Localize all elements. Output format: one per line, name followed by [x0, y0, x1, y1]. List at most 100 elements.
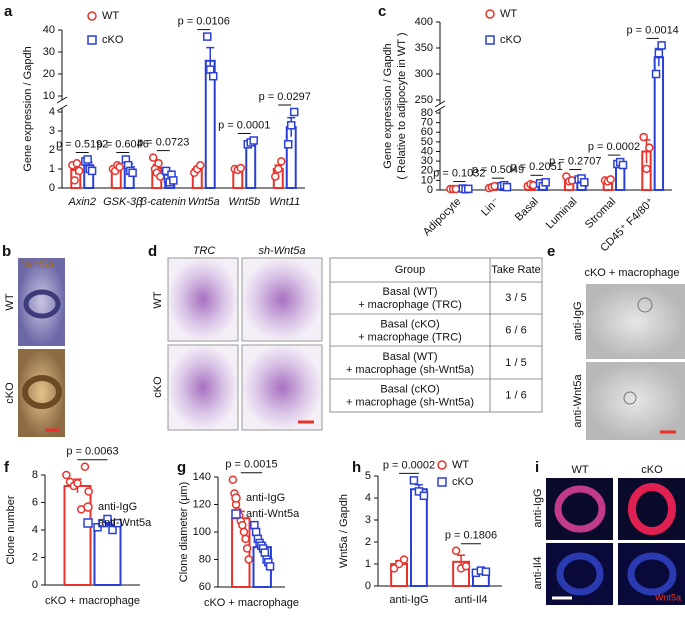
data-point — [645, 143, 654, 152]
y-axis-label: ( Relative to adipocyte in WT ) — [396, 32, 408, 179]
data-point — [249, 136, 258, 145]
y-tick-label: 300 — [415, 68, 433, 80]
x-axis-label: cKO + macrophage — [45, 595, 140, 607]
y-tick-label: 350 — [415, 42, 433, 54]
data-point — [251, 527, 261, 537]
data-point — [461, 561, 471, 571]
legend-label: WT — [102, 10, 119, 22]
data-point — [618, 160, 628, 170]
bar — [63, 485, 92, 586]
p-value: p = 0.2051 — [511, 161, 563, 173]
y-tick-label: 100 — [193, 526, 211, 538]
p-value: p = 0.0002 — [383, 459, 435, 471]
data-point — [128, 168, 137, 178]
legend-label: anti-Wnt5a — [98, 517, 152, 529]
y-axis-label: Gene expression / Gapdh — [22, 46, 34, 171]
y-tick-label: 8 — [32, 469, 38, 481]
axis-break — [56, 96, 68, 104]
p-value: p = 0.0015 — [225, 459, 277, 471]
data-point — [541, 178, 550, 187]
data-point — [451, 184, 461, 194]
data-point — [464, 184, 473, 194]
data-point — [113, 518, 122, 528]
table-cell: + macrophage (sh-Wnt5a) — [346, 396, 474, 408]
table-cell: Basal (cKO) — [380, 383, 439, 395]
legend-label: WT — [500, 8, 517, 20]
legend-label: WT — [452, 459, 469, 471]
stain-label: Wnt5a — [655, 592, 681, 602]
panel-letter: h — [352, 459, 361, 476]
data-point — [289, 107, 299, 117]
data-point — [639, 132, 648, 142]
panel-letter: d — [148, 243, 157, 260]
row-label: anti-IgG — [532, 488, 544, 527]
y-tick-label: 250 — [415, 94, 433, 106]
row-label: anti-Wnt5a — [572, 374, 584, 428]
data-point — [239, 527, 249, 537]
y-axis-label: Clone diameter (μm) — [178, 482, 190, 582]
y-tick-label: 1 — [49, 163, 55, 175]
axis-break — [56, 104, 68, 112]
row-label: cKO — [152, 376, 164, 398]
legend-marker — [437, 477, 447, 487]
y-axis-label: Wnt5a / Gapdh — [338, 494, 350, 568]
y-tick-label: 20 — [421, 165, 433, 177]
row-label: cKO — [4, 382, 16, 404]
panel-letter: g — [177, 459, 186, 476]
p-value: p = 0.2707 — [549, 155, 601, 167]
data-point — [250, 520, 259, 530]
bar — [410, 488, 428, 588]
y-tick-label: 2 — [49, 144, 55, 156]
whole-mount — [241, 257, 323, 342]
y-tick-label: 5 — [365, 470, 371, 482]
data-point — [74, 166, 84, 176]
duct — [556, 552, 604, 596]
axis-break — [434, 100, 446, 108]
p-value: p = 0.5049 — [472, 164, 524, 176]
y-tick-label: 0 — [427, 184, 433, 196]
data-point — [87, 166, 97, 176]
y-tick-label: 20 — [43, 68, 55, 80]
legend-label: anti-Wnt5a — [246, 508, 300, 520]
row-label: WT — [152, 291, 164, 308]
panel-letter: f — [4, 459, 10, 476]
y-tick-label: 120 — [193, 498, 211, 510]
y-tick-label: 1 — [365, 558, 371, 570]
x-tick-label: anti-Il4 — [454, 594, 487, 606]
data-point — [580, 178, 589, 187]
y-tick-label: 0 — [49, 182, 55, 194]
y-tick-label: 60 — [421, 126, 433, 138]
data-point — [202, 32, 212, 41]
data-point — [103, 514, 112, 524]
y-tick-label: 40 — [421, 145, 433, 157]
y-tick-label: 400 — [415, 16, 433, 28]
panel-letter: e — [547, 243, 555, 260]
data-point — [419, 491, 429, 501]
legend-label: cKO — [452, 476, 474, 488]
data-point — [238, 520, 247, 530]
data-point — [277, 157, 286, 166]
duct — [554, 485, 606, 533]
data-point — [115, 162, 124, 172]
y-tick-label: 10 — [43, 90, 55, 102]
x-tick-label: anti-IgG — [389, 594, 428, 606]
duct — [628, 483, 676, 535]
legend-marker — [231, 493, 241, 503]
y-tick-label: 80 — [421, 107, 433, 119]
whole-mount — [241, 344, 323, 431]
data-point — [481, 567, 491, 576]
clone — [623, 391, 637, 405]
y-tick-label: 30 — [421, 155, 433, 167]
table-border — [329, 257, 543, 413]
x-axis-label: cKO + macrophage — [204, 597, 299, 609]
panel-letter: i — [535, 459, 539, 476]
y-tick-label: 0 — [32, 579, 38, 591]
y-tick-label: 0 — [365, 580, 371, 592]
data-point — [83, 155, 92, 164]
x-tick-label: Lin⁻ — [479, 196, 502, 219]
data-point — [606, 175, 615, 184]
y-axis-label: Gene expression / Gapdh — [382, 43, 394, 168]
data-point — [244, 555, 253, 564]
data-point — [108, 525, 117, 535]
x-tick-label: Adipocyte — [421, 196, 464, 239]
